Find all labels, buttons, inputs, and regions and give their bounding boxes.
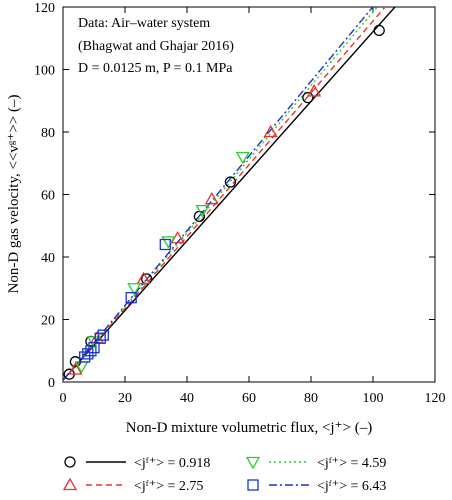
axis-ticks: 0 20 40 60 80 100 120 0 20 40 60 80 100 120 bbox=[34, 1, 446, 406]
x-tick-label: 40 bbox=[180, 391, 194, 406]
legend-label-series-2: <jᶠ⁺> = 2.75 bbox=[134, 479, 203, 494]
annotation-line-2: (Bhagwat and Ghajar 2016) bbox=[78, 39, 234, 54]
x-tick-label: 0 bbox=[60, 391, 67, 406]
annotation-line-3: D = 0.0125 m, P = 0.1 MPa bbox=[78, 61, 233, 76]
data-point-series-2 bbox=[136, 271, 151, 285]
y-tick-label: 40 bbox=[41, 251, 55, 266]
data-point-series-2 bbox=[263, 124, 278, 138]
data-point-series-4 bbox=[97, 329, 109, 341]
data-point-series-3 bbox=[195, 204, 210, 218]
data-point-series-4 bbox=[79, 351, 91, 363]
x-tick-label: 20 bbox=[118, 391, 132, 406]
data-point-series-4 bbox=[85, 345, 97, 357]
data-point-series-4 bbox=[88, 341, 100, 354]
legend-label-series-3: <jᶠ⁺> = 4.59 bbox=[317, 456, 386, 471]
x-tick-label: 100 bbox=[363, 391, 384, 406]
x-tick-label: 80 bbox=[304, 391, 318, 406]
y-tick-label: 60 bbox=[41, 189, 55, 204]
y-axis-title: Non-D gas velocity, <<vᵍ⁺>> (–) bbox=[6, 94, 22, 293]
legend-marker-series-2 bbox=[62, 477, 78, 491]
x-tick-label: 60 bbox=[242, 391, 256, 406]
y-tick-label: 20 bbox=[41, 314, 55, 329]
data-point-series-4 bbox=[94, 332, 106, 344]
legend-label-series-4: <jᶠ⁺> = 6.43 bbox=[317, 479, 386, 494]
data-point-series-3 bbox=[161, 236, 176, 249]
data-point-series-1 bbox=[302, 91, 314, 104]
annotation-line-1: Data: Air–water system bbox=[78, 16, 210, 31]
fit-line-series-2 bbox=[63, 7, 387, 381]
x-axis-title: Non-D mixture volumetric flux, <j⁺> (–) bbox=[126, 420, 372, 436]
legend: <jᶠ⁺> = 0.918 <jᶠ⁺> = 2.75 <jᶠ⁺> = 4.59 <jᶠ… bbox=[62, 456, 386, 494]
x-tick-label: 120 bbox=[425, 391, 446, 406]
data-point-series-2 bbox=[68, 362, 83, 375]
legend-label-series-1: <jᶠ⁺> = 0.918 bbox=[134, 456, 210, 471]
y-tick-label: 80 bbox=[41, 126, 55, 141]
legend-marker-series-4 bbox=[247, 479, 259, 491]
fit-line-series-1 bbox=[63, 7, 396, 381]
data-point-series-2 bbox=[204, 191, 219, 205]
legend-marker-series-3 bbox=[245, 456, 261, 470]
data-point-series-3 bbox=[235, 151, 250, 165]
data-point-series-3 bbox=[127, 283, 142, 296]
data-point-series-4 bbox=[125, 291, 137, 304]
data-point-series-1 bbox=[373, 24, 385, 37]
y-tick-label: 120 bbox=[34, 1, 55, 16]
y-tick-label: 100 bbox=[34, 64, 55, 79]
data-point-series-2 bbox=[306, 84, 322, 97]
fit-line-series-3 bbox=[63, 7, 379, 381]
data-points bbox=[63, 24, 385, 380]
data-point-series-4 bbox=[159, 238, 171, 251]
fit-line-series-4 bbox=[63, 7, 374, 381]
fit-lines bbox=[63, 7, 396, 381]
legend-marker-series-1 bbox=[64, 456, 76, 468]
data-point-series-1 bbox=[224, 176, 237, 188]
y-tick-label: 0 bbox=[48, 376, 55, 391]
data-point-series-4 bbox=[82, 348, 94, 360]
